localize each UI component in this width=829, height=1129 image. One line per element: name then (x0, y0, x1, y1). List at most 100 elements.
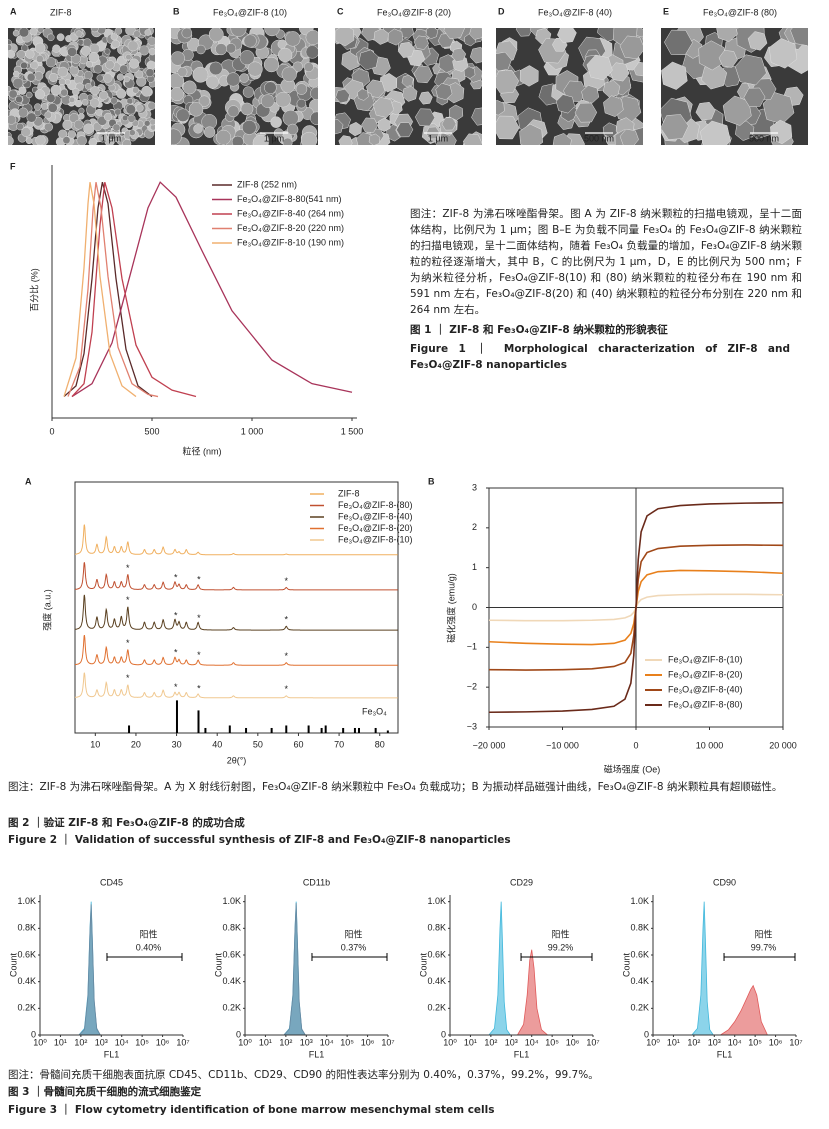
x-tick-label: 10⁷ (586, 1037, 599, 1047)
particle (45, 57, 57, 68)
particle (619, 128, 639, 145)
y-tick-label: 0.8K (630, 923, 649, 933)
particle (34, 103, 42, 111)
y-tick-label: −3 (467, 721, 477, 731)
scale-bar-label: 1 μm (101, 133, 121, 143)
particle (373, 28, 389, 45)
y-axis-label: Count (621, 953, 631, 978)
particle (285, 31, 301, 47)
particle (18, 86, 27, 95)
y-tick-label: −2 (467, 682, 477, 692)
legend-label: Fe₃O₄@ZIF-8-(10) (668, 654, 742, 664)
particle (90, 28, 99, 33)
y-tick-label: 1.0K (17, 896, 36, 906)
particle (74, 99, 83, 108)
sem-particles (661, 28, 808, 145)
particle (26, 112, 37, 123)
particle (34, 42, 46, 54)
particle (83, 123, 94, 134)
particle (252, 134, 269, 145)
particle (609, 62, 630, 82)
xrd-trace (75, 634, 398, 666)
y-tick-label: 0.6K (427, 949, 446, 959)
legend-label: Fe₃O₄@ZIF-8-10 (190 nm) (237, 237, 344, 247)
particle (762, 92, 795, 125)
particle (75, 30, 83, 38)
y-tick-label: 0.8K (222, 923, 241, 933)
x-tick-label: 10⁷ (789, 1037, 802, 1047)
legend-label: Fe₃O₄@ZIF-8-20 (220 nm) (237, 223, 344, 233)
xrd-trace (74, 594, 398, 631)
particle (129, 58, 140, 69)
particle (469, 46, 482, 64)
caption: 图注：骨髓间充质干细胞表面抗原 CD45、CD11b、CD29、CD90 的阳性… (8, 1069, 599, 1081)
particle (144, 120, 151, 127)
particle (519, 65, 539, 87)
particle (35, 135, 46, 145)
y-tick-label: 0 (31, 1029, 36, 1039)
particle (147, 36, 155, 46)
particle (123, 76, 130, 83)
panel-letter: B (173, 6, 180, 16)
x-tick-label: 10⁵ (748, 1037, 762, 1047)
x-tick-label: 40 (212, 739, 222, 749)
particle (270, 116, 282, 128)
gate-percent: 99.2% (548, 942, 574, 952)
x-tick-label: 10⁰ (238, 1037, 252, 1047)
particle (110, 33, 118, 41)
y-tick-label: 3 (472, 482, 477, 492)
peak-marker: * (197, 650, 201, 660)
x-tick-label: −20 000 (473, 740, 506, 750)
particle (296, 98, 307, 109)
particle (80, 45, 91, 56)
particle (206, 75, 220, 89)
x-tick-label: 10⁰ (33, 1037, 47, 1047)
particle (209, 61, 223, 76)
y-tick-label: 0.2K (17, 1003, 36, 1013)
particle (768, 38, 798, 69)
particle (282, 137, 293, 145)
particle (20, 61, 28, 70)
x-tick-label: 10⁴ (320, 1037, 334, 1047)
particle (149, 118, 155, 126)
particle (747, 31, 768, 51)
particle (8, 114, 17, 125)
particle (335, 89, 350, 104)
y-axis-label: 磁化强度 (emu/g) (445, 573, 456, 643)
distribution-curve (67, 182, 159, 398)
particle (698, 40, 725, 71)
particle (135, 70, 144, 79)
particle (141, 85, 153, 97)
peak-marker: * (285, 576, 289, 586)
particle (241, 120, 257, 135)
legend-label: Fe₃O₄@ZIF-8-(10) (338, 534, 412, 544)
x-tick-label: 10¹ (259, 1037, 272, 1047)
particle (414, 108, 436, 127)
particle (18, 28, 30, 38)
x-tick-label: 0 (633, 740, 638, 750)
particle (125, 104, 136, 115)
histogram (488, 901, 512, 1036)
peak-marker: * (197, 684, 201, 694)
legend-label: ZIF-8 (252 nm) (237, 179, 297, 189)
particle (21, 44, 29, 52)
gate-label: 阳性 (139, 928, 157, 939)
y-tick-label: 0.6K (17, 949, 36, 959)
particle (99, 90, 109, 101)
particle (198, 95, 210, 107)
particle (413, 65, 433, 84)
peak-marker: * (174, 648, 178, 658)
particle (73, 119, 84, 130)
particle (114, 28, 123, 35)
particle (62, 119, 73, 130)
particle (132, 86, 140, 94)
legend-label: Fe₃O₄@ZIF-8-(40) (668, 684, 742, 694)
particle (21, 127, 31, 138)
panel-label: Fe₃O₄@ZIF-8 (40) (538, 7, 612, 17)
y-axis-label: Count (8, 953, 18, 978)
panel-title: CD11b (303, 877, 330, 887)
particle (574, 102, 598, 123)
y-tick-label: 2 (472, 522, 477, 532)
x-axis-label: FL1 (717, 1049, 733, 1059)
x-axis-label: FL1 (514, 1049, 530, 1059)
